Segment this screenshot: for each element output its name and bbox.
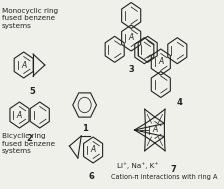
Text: Cation-π interactions with ring A: Cation-π interactions with ring A xyxy=(111,174,217,180)
Text: A: A xyxy=(17,111,22,119)
Text: A: A xyxy=(90,146,96,154)
Text: A: A xyxy=(129,33,134,43)
Text: A: A xyxy=(152,125,157,135)
Text: A: A xyxy=(158,57,164,67)
Text: Li⁺, Na⁺, K⁺: Li⁺, Na⁺, K⁺ xyxy=(117,162,158,169)
Text: 1: 1 xyxy=(82,124,88,133)
Text: 2: 2 xyxy=(27,134,32,143)
Text: Bicyclic ring
fused benzene
systems: Bicyclic ring fused benzene systems xyxy=(2,133,55,154)
Text: 5: 5 xyxy=(29,87,35,96)
Text: A: A xyxy=(21,60,26,70)
Text: Monocyclic ring
fused benzene
systems: Monocyclic ring fused benzene systems xyxy=(2,8,58,29)
Text: 6: 6 xyxy=(88,172,94,181)
Text: 4: 4 xyxy=(177,98,183,108)
Text: 3: 3 xyxy=(128,65,134,74)
Text: 7: 7 xyxy=(171,165,176,174)
